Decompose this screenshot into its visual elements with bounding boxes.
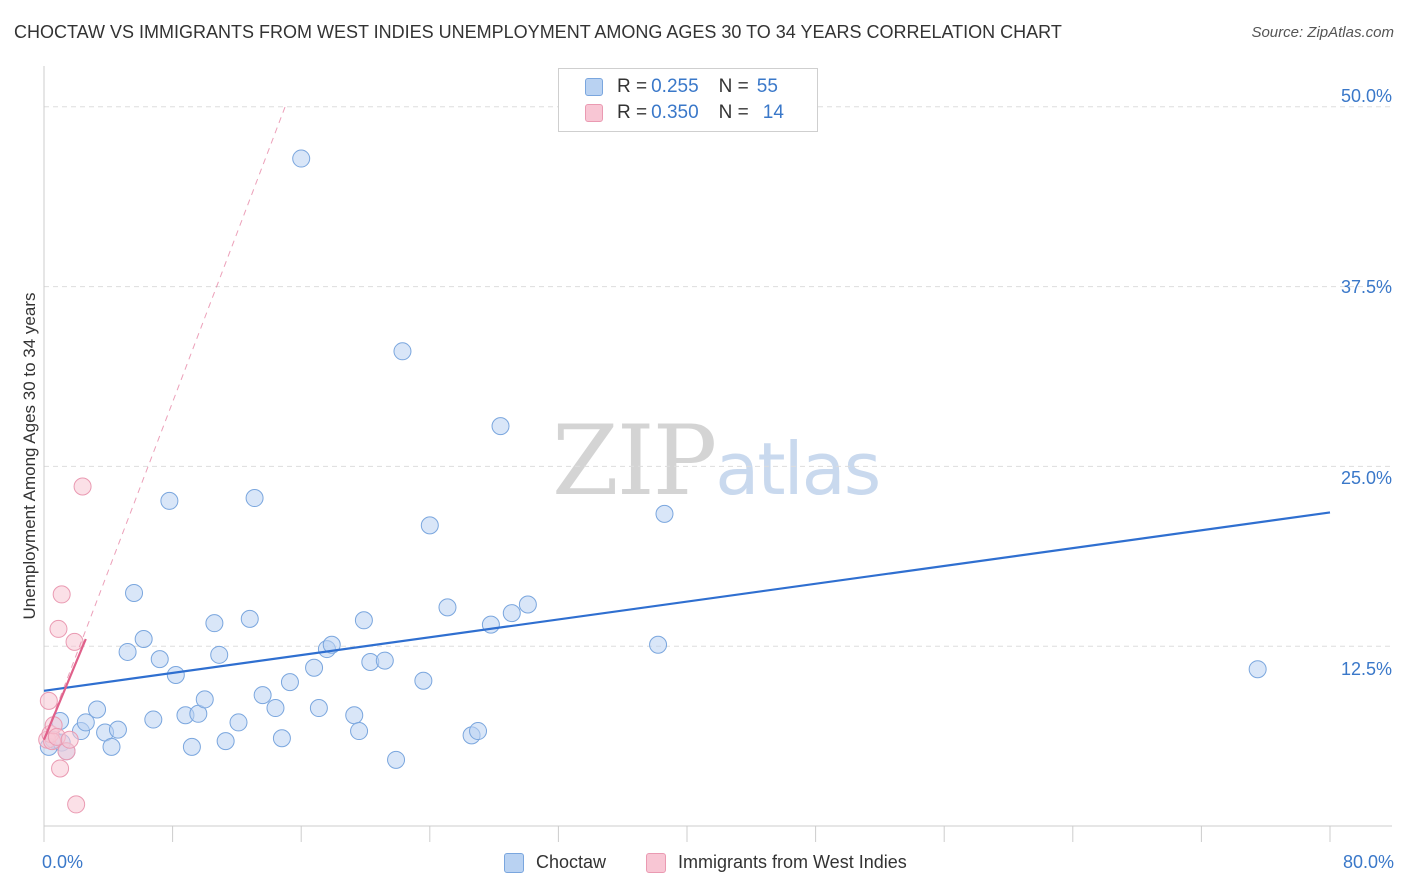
choctaw-trend-line (43, 511, 1331, 692)
choctaw-point (182, 737, 201, 756)
y-tick-12-5: 12.5% (1340, 659, 1392, 679)
bottom-legend-choctaw: Choctaw (504, 852, 606, 873)
choctaw-point (229, 713, 248, 732)
bottom-legend-swatch-west-indies (646, 852, 666, 873)
west-indies-trend-line (42, 638, 87, 741)
choctaw-point (245, 489, 264, 508)
choctaw-point (322, 635, 341, 654)
choctaw-point (414, 671, 433, 690)
watermark: ZIPatlas (552, 405, 881, 517)
choctaw-point (491, 417, 510, 436)
west-indies-point (49, 619, 68, 638)
choctaw-point (292, 149, 311, 168)
choctaw-point (125, 583, 144, 602)
legend-swatch-west-indies (585, 104, 603, 122)
choctaw-point (160, 491, 179, 510)
west-indies-trend-extended (43, 106, 286, 740)
legend-r-value: 0.255 (651, 76, 699, 97)
y-tick-50: 50.0% (1340, 86, 1392, 106)
west-indies-point (73, 477, 92, 496)
choctaw-point (354, 611, 373, 630)
choctaw-point (305, 658, 324, 677)
bottom-legend-swatch-choctaw (504, 852, 524, 873)
choctaw-point (76, 713, 95, 732)
legend-n-label: N = (718, 102, 749, 123)
choctaw-point (118, 642, 137, 661)
choctaw-point (469, 722, 488, 741)
choctaw-point (253, 686, 272, 705)
choctaw-point (309, 699, 328, 718)
choctaw-point (216, 732, 235, 751)
bottom-legend-label-west-indies: Immigrants from West Indies (678, 852, 907, 872)
choctaw-point (375, 651, 394, 670)
choctaw-point (387, 750, 406, 769)
watermark-zip: ZIP (552, 405, 717, 517)
choctaw-point (350, 722, 369, 741)
choctaw-point (150, 650, 169, 669)
chart-source: Source: ZipAtlas.com (1251, 24, 1394, 41)
chart-title: CHOCTAW VS IMMIGRANTS FROM WEST INDIES U… (14, 22, 1062, 42)
legend-n-value: 14 (762, 102, 784, 123)
legend-swatch-choctaw (585, 78, 603, 96)
choctaw-point (420, 516, 439, 535)
legend-row-west-indies: R = 0.350 N = 14 (585, 100, 784, 126)
choctaw-point (518, 595, 537, 614)
choctaw-point (1248, 660, 1267, 679)
legend-r-value: 0.350 (651, 102, 699, 123)
west-indies-point (39, 691, 58, 710)
watermark-atlas: atlas (715, 427, 881, 511)
west-indies-point (51, 759, 70, 778)
legend-n-label: N = (718, 76, 749, 97)
x-tick-min: 0.0% (42, 852, 84, 872)
legend: R = 0.255 N = 55 R = 0.350 N = 14 (558, 68, 818, 132)
bottom-legend-west-indies: Immigrants from West Indies (646, 852, 907, 873)
choctaw-point (88, 700, 107, 719)
choctaw-point (272, 729, 291, 748)
bottom-legend-label-choctaw: Choctaw (536, 852, 607, 872)
choctaw-point (195, 690, 214, 709)
choctaw-point (134, 630, 153, 648)
choctaw-point (393, 342, 412, 361)
west-indies-point (67, 795, 86, 814)
west-indies-point (52, 585, 71, 604)
choctaw-point (655, 504, 674, 523)
choctaw-point (102, 737, 121, 756)
legend-r-label: R = (617, 102, 648, 123)
legend-r-label: R = (617, 76, 648, 97)
legend-n-value: 55 (756, 76, 778, 97)
legend-row-choctaw: R = 0.255 N = 55 (585, 74, 778, 100)
choctaw-point (210, 645, 229, 664)
choctaw-point (280, 673, 299, 692)
west-indies-point (60, 730, 79, 749)
choctaw-point (240, 609, 259, 628)
choctaw-point (144, 710, 163, 729)
choctaw-point (438, 598, 457, 617)
choctaw-point (108, 720, 127, 739)
choctaw-point (502, 604, 521, 623)
x-tick-max: 80.0% (1342, 852, 1394, 872)
choctaw-point (166, 665, 185, 684)
choctaw-point (649, 635, 668, 654)
y-tick-25: 25.0% (1340, 468, 1392, 488)
choctaw-point (345, 706, 364, 725)
west-indies-point (65, 632, 84, 651)
choctaw-point (205, 614, 224, 633)
y-tick-37-5: 37.5% (1340, 277, 1392, 297)
choctaw-point (266, 699, 285, 718)
